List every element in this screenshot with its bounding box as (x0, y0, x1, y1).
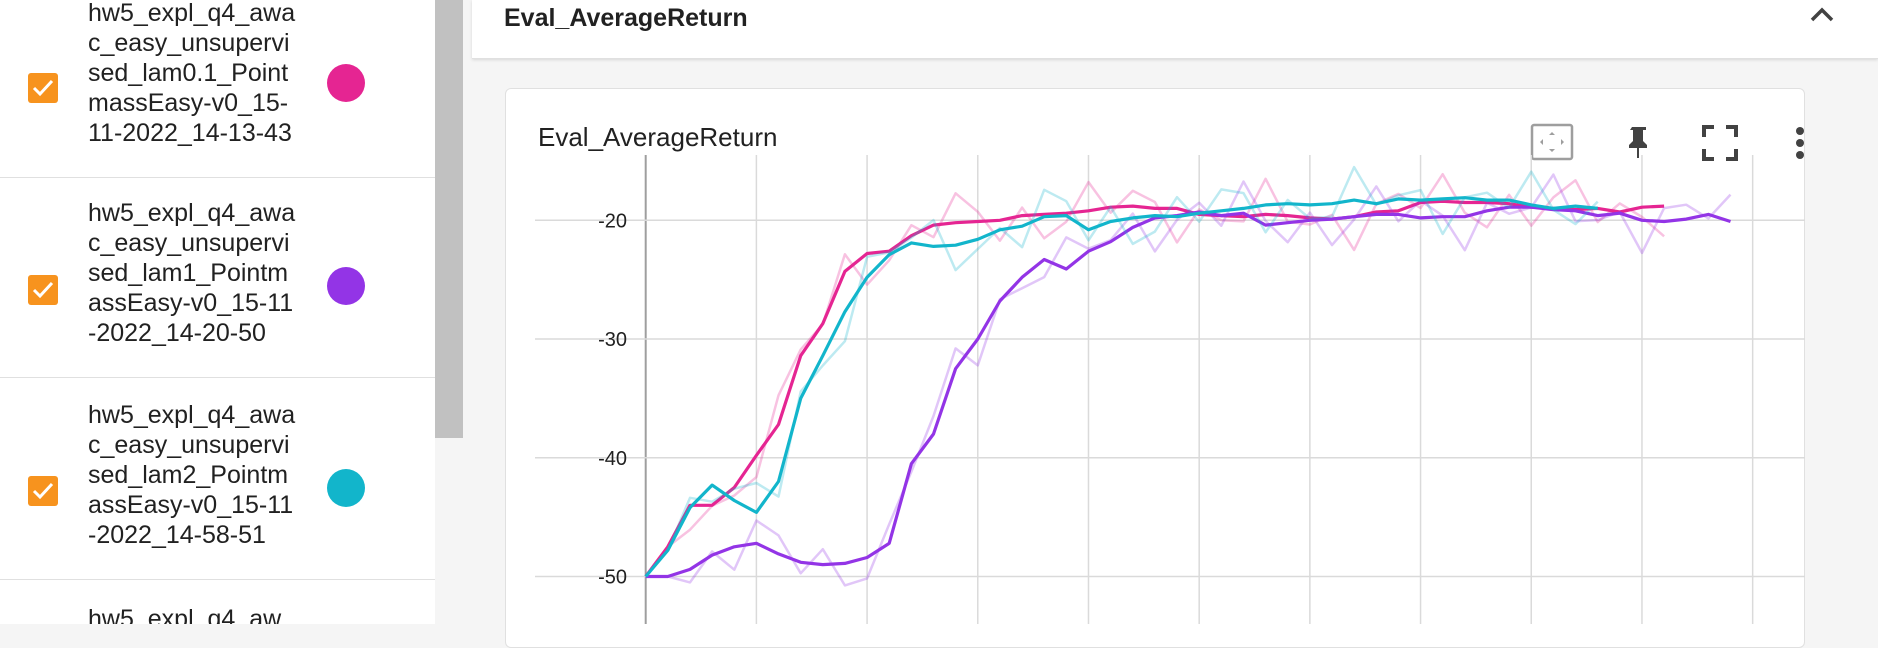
more-options-button[interactable] (1778, 121, 1822, 165)
y-tick-label: -30 (598, 329, 627, 351)
series-line-raw (644, 172, 1665, 578)
fit-domain-button[interactable] (1530, 121, 1574, 165)
series-line-smoothed (644, 196, 1598, 578)
y-axis-ticks: -20 -30 -40 -50 (598, 210, 627, 588)
run-list: hw5_expl_q4_awac_easy_unsupervised_lam0.… (0, 0, 435, 624)
run-color-swatch[interactable] (327, 469, 365, 507)
run-name: hw5_expl_q4_awac_easy_unsupervised_lam0.… (88, 0, 296, 147)
section-title: Eval_AverageReturn (504, 4, 748, 32)
run-name: hw5_expl_q4_aw (88, 605, 282, 624)
checkmark-icon (32, 482, 54, 500)
run-color-swatch[interactable] (327, 267, 365, 305)
fullscreen-button[interactable] (1698, 121, 1742, 165)
series-line-smoothed (645, 205, 1731, 579)
run-checkbox[interactable] (28, 476, 58, 506)
section-header[interactable]: Eval_AverageReturn (472, 0, 1878, 59)
chevron-up-icon (1810, 7, 1834, 22)
pin-button[interactable] (1618, 121, 1662, 165)
y-tick-label: -40 (598, 448, 627, 470)
run-name: hw5_expl_q4_awac_easy_unsupervised_lam2_… (88, 401, 296, 549)
collapse-button[interactable] (1802, 0, 1842, 30)
card-title: Eval_AverageReturn (538, 122, 778, 152)
pin-icon (1629, 127, 1647, 158)
run-item-partial[interactable]: hw5_expl_q4_aw (0, 582, 435, 624)
y-tick-label: -50 (598, 567, 627, 589)
series-line-raw (645, 173, 1732, 587)
run-item-lam2[interactable]: hw5_expl_q4_awac_easy_unsupervised_lam2_… (0, 380, 435, 580)
checkmark-icon (32, 79, 54, 97)
run-name: hw5_expl_q4_awac_easy_unsupervised_lam1_… (88, 199, 296, 347)
chart-card: Eval_AverageReturn (505, 88, 1805, 648)
run-checkbox[interactable] (28, 73, 58, 103)
sidebar-scrollbar-thumb[interactable] (435, 0, 463, 438)
run-checkbox[interactable] (28, 275, 58, 305)
chart-grid (535, 155, 1805, 624)
run-color-swatch[interactable] (327, 64, 365, 102)
run-item-lam1[interactable]: hw5_expl_q4_awac_easy_unsupervised_lam1_… (0, 178, 435, 378)
line-chart[interactable]: -20 -30 -40 -50 (505, 88, 1805, 624)
more-vert-icon (1796, 127, 1804, 159)
fit-domain-icon (1530, 123, 1574, 161)
chart-series (644, 165, 1732, 587)
fullscreen-icon (1702, 125, 1738, 161)
y-tick-label: -20 (598, 210, 627, 232)
run-item-lam0.1[interactable]: hw5_expl_q4_awac_easy_unsupervised_lam0.… (0, 0, 435, 178)
series-line-raw (644, 165, 1599, 578)
series-line-smoothed (644, 199, 1665, 578)
checkmark-icon (32, 281, 54, 299)
